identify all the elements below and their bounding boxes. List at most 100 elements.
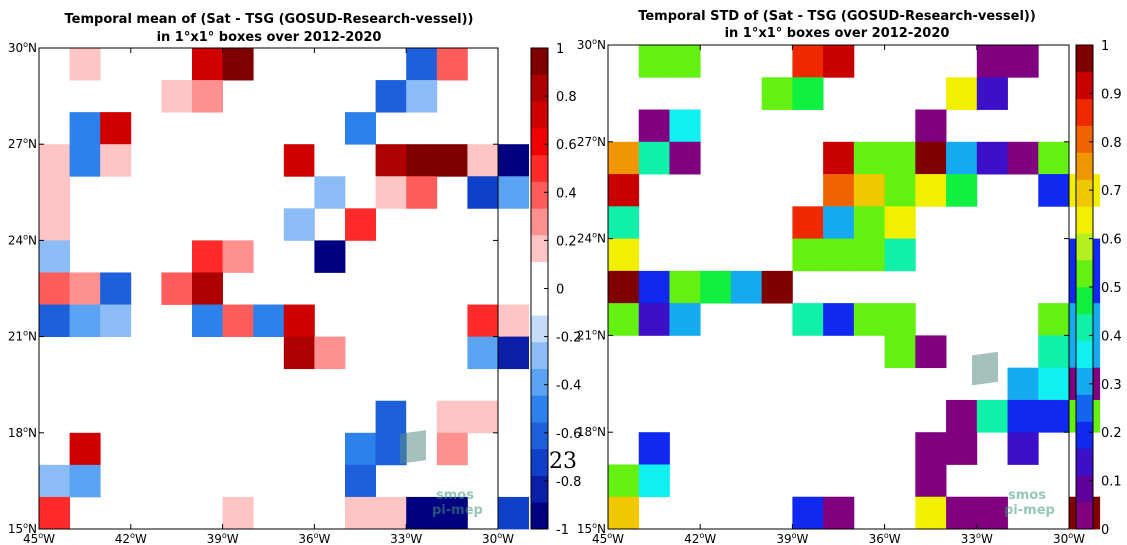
colorbar-segment [531, 48, 548, 76]
heatmap-cell [314, 176, 346, 209]
heatmap-cell [853, 141, 885, 175]
colorbar-tick-label: -1 [556, 523, 569, 538]
heatmap-cell [976, 496, 1008, 530]
mean-colorbar: 1 0.8 0.6 0.4 0.2 0 -0.2 -0.4 -0.6 -0.8 -1 [530, 42, 581, 538]
heatmap-cell [467, 336, 499, 370]
heatmap-cell [915, 174, 947, 207]
heatmap-cell [406, 496, 438, 530]
heatmap-cell [915, 109, 947, 143]
colorbar-segment [1076, 448, 1093, 476]
mean-heatmap-cells [39, 48, 529, 530]
heatmap-cell [976, 141, 1008, 175]
heatmap-cell [608, 303, 640, 336]
heatmap-cell [823, 303, 855, 336]
heatmap-cell [823, 174, 855, 207]
heatmap-cell [69, 144, 101, 177]
heatmap-cell [161, 80, 193, 113]
heatmap-cell [638, 45, 670, 78]
heatmap-cell [345, 432, 376, 466]
heatmap-cell [498, 144, 529, 177]
colorbar-segment [1076, 502, 1093, 530]
heatmap-cell [406, 400, 438, 434]
heatmap-cell [467, 400, 499, 434]
heatmap-cell [608, 464, 640, 498]
heatmap-cell [823, 238, 855, 272]
heatmap-cell [823, 141, 855, 175]
heatmap-cell [39, 464, 70, 498]
heatmap-cell [39, 144, 70, 177]
colorbar-segment [531, 208, 548, 236]
x-tick-label: 39oW [776, 531, 808, 545]
colorbar-tick-label: 1 [1101, 39, 1109, 54]
colorbar-tick-label: 0.5 [1101, 281, 1122, 296]
colorbar-segment [1076, 125, 1093, 153]
colorbar-tick-label: 0.8 [1101, 136, 1122, 151]
heatmap-cell [884, 303, 916, 336]
heatmap-cell [884, 174, 916, 207]
colorbar-tick-label: 0.8 [556, 90, 577, 105]
colorbar-tick-label: 0.2 [1101, 426, 1122, 441]
mean-chart-title-line-1: Temporal mean of (Sat - TSG (GOSUD-Resea… [65, 12, 474, 27]
colorbar-segment [1076, 475, 1093, 503]
heatmap-cell [915, 496, 947, 530]
heatmap-cell [638, 432, 670, 465]
colorbar-segment [1076, 287, 1093, 315]
heatmap-cell [283, 304, 315, 337]
std-plot-frame [607, 44, 1070, 530]
heatmap-cell [100, 144, 132, 177]
heatmap-cell [345, 208, 376, 241]
heatmap-cell [1038, 335, 1070, 369]
x-tick-label: 45oW [23, 531, 55, 545]
heatmap-cell [976, 45, 1008, 78]
colorbar-segment [1076, 340, 1093, 368]
y-tick-label: 27oN [8, 136, 37, 151]
heatmap-cell [69, 48, 101, 81]
heatmap-cell [222, 48, 254, 81]
heatmap-cell [406, 80, 438, 113]
colorbar-tick-label: 1 [556, 42, 564, 57]
heatmap-cell [39, 208, 70, 241]
heatmap-cell [946, 141, 978, 175]
heatmap-cell [915, 335, 947, 369]
colorbar-segment [531, 368, 548, 396]
heatmap-cell [375, 496, 407, 530]
heatmap-cell [669, 45, 701, 78]
watermark-line-2: pi-mep [1004, 503, 1055, 518]
heatmap-cell [884, 141, 916, 175]
colorbar-segment [1076, 206, 1093, 234]
colorbar-segment [531, 181, 548, 209]
heatmap-cell [853, 174, 885, 207]
heatmap-cell [192, 304, 223, 337]
heatmap-cell [761, 77, 793, 110]
heatmap-cell [283, 144, 315, 177]
heatmap-cell [253, 304, 285, 337]
y-tick-label: 18oN [577, 424, 606, 439]
colorbar-segment [531, 74, 548, 102]
heatmap-cell [375, 80, 407, 113]
y-tick-label: 21oN [577, 327, 606, 342]
watermark-line-1: smos [1008, 488, 1046, 503]
heatmap-cell [100, 304, 132, 337]
heatmap-cell [1038, 399, 1070, 433]
heatmap-cell [792, 206, 824, 239]
colorbar-segment [1076, 71, 1093, 100]
heatmap-cell [823, 45, 855, 78]
heatmap-cell [823, 496, 855, 530]
heatmap-cell [853, 238, 885, 272]
heatmap-cell [39, 240, 70, 273]
colorbar-tick-label: 0.3 [1101, 378, 1122, 393]
heatmap-cell [406, 144, 438, 177]
colorbar-tick-label: 0.2 [556, 234, 577, 249]
heatmap-cell [638, 270, 670, 304]
heatmap-cell [406, 368, 438, 402]
heatmap-cell [192, 80, 223, 113]
x-tick-label: 42oW [684, 531, 716, 545]
colorbar-tick-label: 0.7 [1101, 184, 1122, 199]
heatmap-cell [792, 238, 824, 272]
heatmap-cell [608, 174, 640, 207]
heatmap-cell [314, 336, 346, 370]
heatmap-cell [100, 112, 132, 145]
heatmap-cell [946, 174, 978, 207]
colorbar-tick-label: 0.1 [1101, 475, 1122, 490]
heatmap-cell [1038, 174, 1070, 207]
